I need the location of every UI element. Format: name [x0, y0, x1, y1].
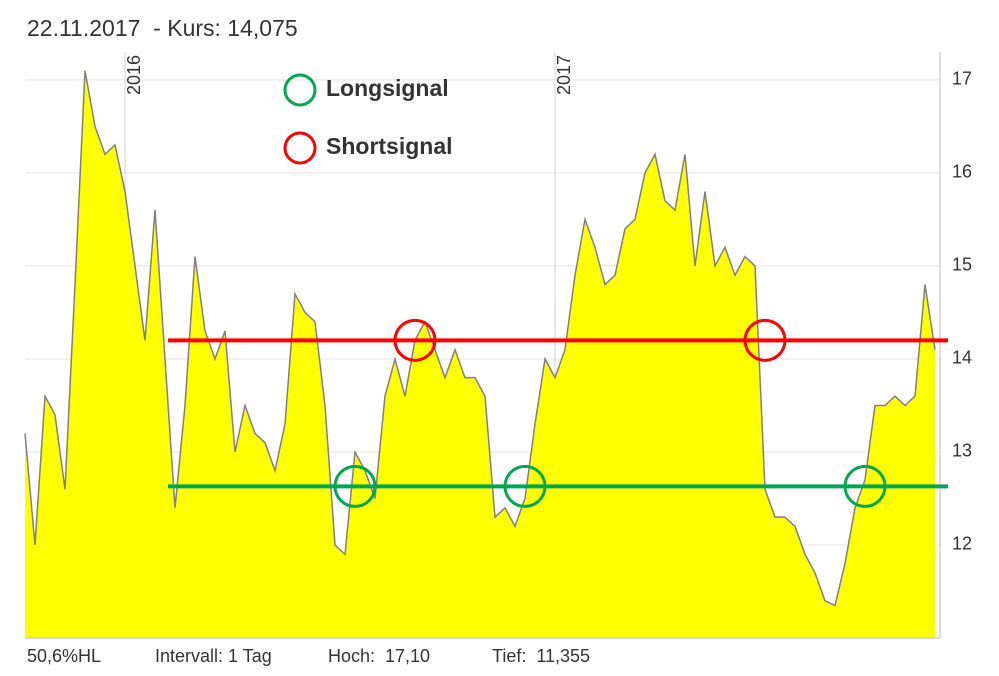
footer-text: Hoch: 17,10 — [328, 646, 430, 666]
y-tick-label: 13 — [952, 441, 972, 461]
x-tick-label: 2017 — [554, 55, 574, 95]
footer-text: 50,6%HL — [27, 646, 101, 666]
chart-title: 22.11.2017 - Kurs: 14,075 — [27, 15, 298, 41]
signal-circle — [333, 464, 377, 508]
footer-text: Intervall: 1 Tag — [155, 646, 272, 666]
signal-circle — [743, 318, 787, 362]
area — [25, 70, 935, 639]
price-line — [24, 70, 936, 607]
signal-circle — [843, 464, 887, 508]
y-tick-label: 17 — [952, 69, 972, 89]
footer-text: Tief: 11,355 — [492, 646, 590, 666]
signal-circle — [503, 464, 547, 508]
y-tick-label: 12 — [952, 534, 972, 554]
signal-circle — [393, 318, 437, 362]
legend-label: Longsignal — [326, 75, 449, 101]
legend-marker — [283, 131, 317, 165]
legend-marker — [283, 73, 317, 107]
y-tick-label: 14 — [952, 348, 972, 368]
y-tick-label: 15 — [952, 255, 972, 275]
x-tick-label: 2016 — [124, 55, 144, 95]
y-tick-label: 16 — [952, 162, 972, 182]
legend-label: Shortsignal — [326, 133, 453, 159]
